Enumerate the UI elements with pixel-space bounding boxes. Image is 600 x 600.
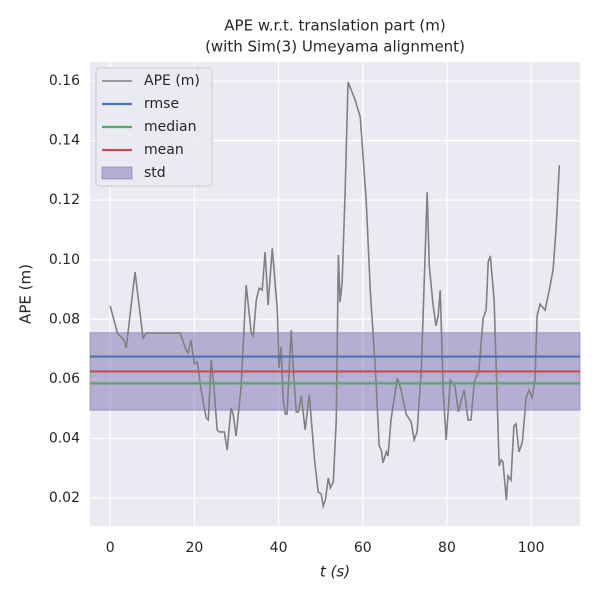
y-tick-label: 0.08 <box>49 311 80 327</box>
y-tick-label: 0.06 <box>49 371 80 387</box>
legend: APE (m) rmse median mean std <box>95 67 213 187</box>
chart-subtitle: (with Sim(3) Umeyama alignment) <box>205 38 465 56</box>
y-tick-label: 0.12 <box>49 192 80 208</box>
y-tick-label: 0.02 <box>49 490 80 506</box>
legend-swatch <box>101 166 133 180</box>
y-axis-label: APE (m) <box>17 264 35 324</box>
legend-box <box>95 67 213 187</box>
legend-label: median <box>144 119 196 135</box>
marks <box>89 81 581 510</box>
x-tick-label: 100 <box>518 540 545 556</box>
x-axis-label: t (s) <box>320 563 350 581</box>
legend-label: rmse <box>144 96 179 112</box>
x-tick-label: 60 <box>354 540 372 556</box>
y-tick-label: 0.14 <box>49 133 80 149</box>
x-tick-label: 40 <box>270 540 288 556</box>
y-tick-label: 0.16 <box>49 73 80 89</box>
labels: 0.02 0.04 0.06 0.08 0.10 0.12 0.14 0.16 0 20 40 60 8… <box>49 73 545 556</box>
legend-label: APE (m) <box>144 73 200 89</box>
legend-label: std <box>144 165 166 181</box>
y-tick-label: 0.04 <box>49 430 80 446</box>
legend-label: mean <box>144 142 184 158</box>
chart-title: APE w.r.t. translation part (m) <box>224 17 445 35</box>
x-tick-label: 80 <box>438 540 456 556</box>
y-tick-label: 0.10 <box>49 252 80 268</box>
x-tick-label: 20 <box>185 540 203 556</box>
x-tick-label: 0 <box>106 540 115 556</box>
